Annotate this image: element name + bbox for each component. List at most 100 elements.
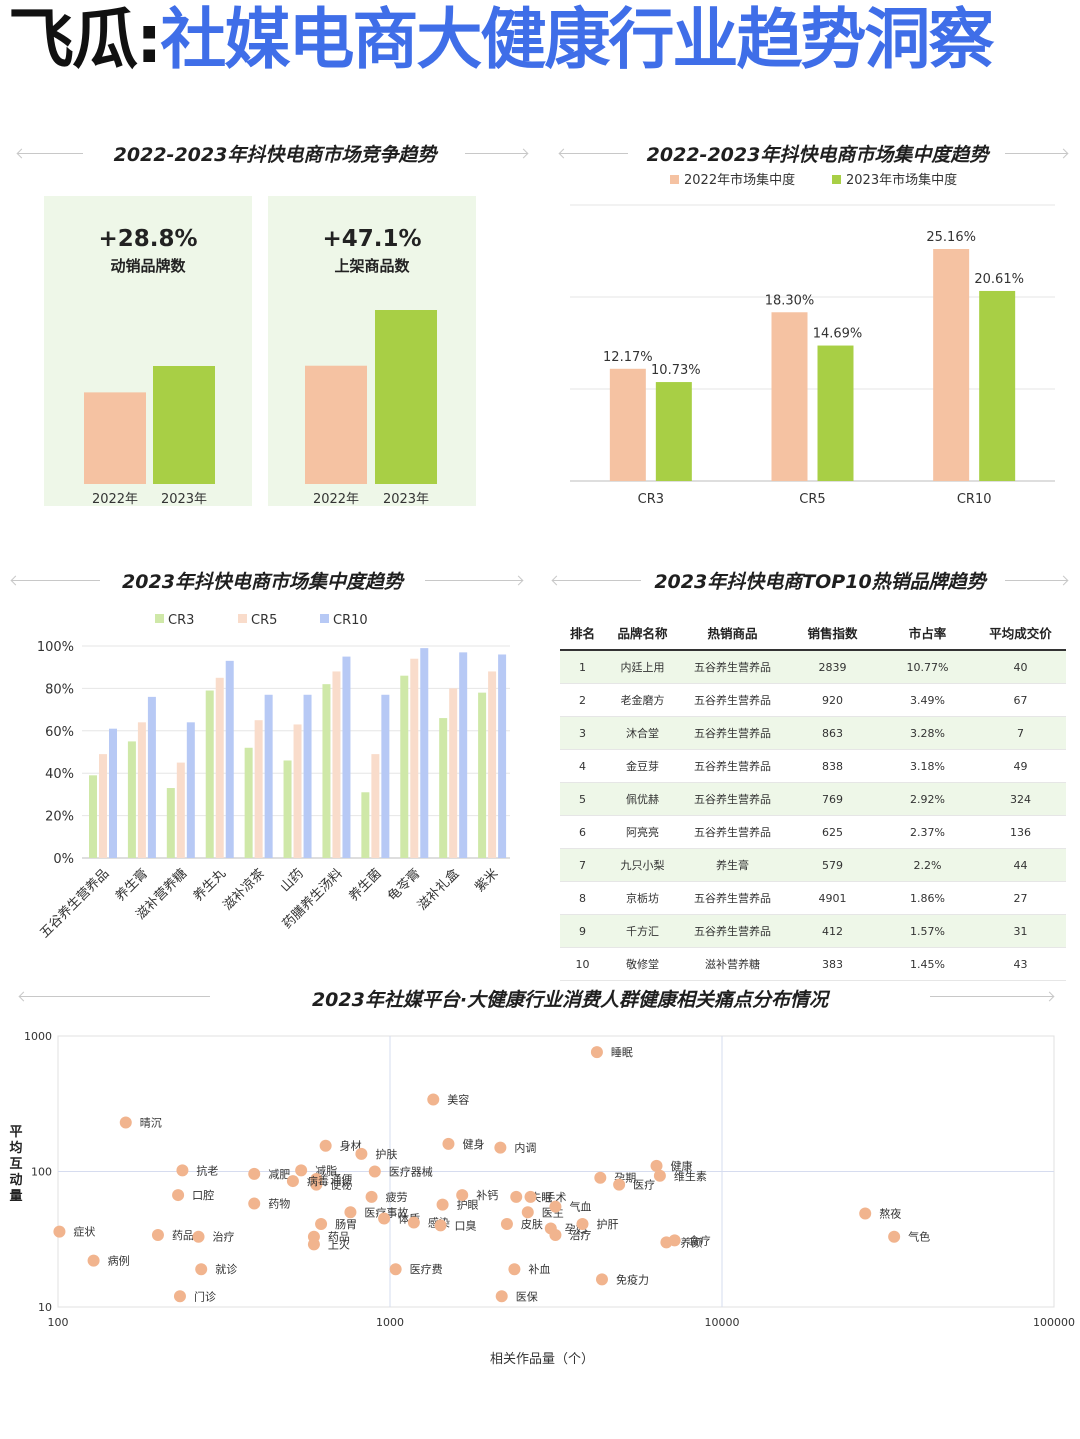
growth-metric-label: 动销品牌数: [110, 257, 186, 275]
pain-points-title: 2023年社媒平台·大健康行业消费人群健康相关痛点分布情况: [311, 989, 829, 1011]
scatter-point: [436, 1198, 449, 1211]
table-cell: 1.57%: [880, 914, 975, 948]
table-cell: 3.18%: [880, 749, 975, 783]
table-cell: 佩优赫: [605, 782, 680, 816]
table-cell: 1: [560, 650, 605, 684]
scatter-point: [365, 1190, 378, 1203]
x-tick-label: 养生菌: [346, 866, 385, 905]
scatter-point-label: 治疗: [213, 1230, 235, 1244]
y-tick-label: 1000: [24, 1030, 52, 1043]
bar-cr5: [488, 671, 497, 858]
table-cell: 京栃坊: [605, 881, 680, 915]
table-cell: 2839: [785, 650, 880, 684]
table-header-cell: 品牌名称: [605, 616, 680, 651]
scatter-point: [650, 1159, 663, 1172]
scatter-point-label: 食疗: [689, 1233, 711, 1247]
scatter-point-label: 药品: [328, 1231, 350, 1244]
legend-swatch: [320, 614, 329, 623]
scatter-point: [524, 1190, 537, 1203]
top10-title: 2023年抖快电商TOP10热销品牌趋势: [654, 571, 986, 593]
y-tick-label: 80%: [45, 682, 74, 697]
scatter-point-label: 疲劳: [386, 1190, 408, 1204]
scatter-point: [307, 1238, 320, 1251]
scatter-point-label: 病毒: [307, 1174, 329, 1188]
x-tick-label: 养生丸: [190, 866, 229, 905]
scatter-point: [295, 1164, 308, 1177]
x-tick-label: 滋补凉茶: [220, 866, 268, 914]
scatter-point-label: 减脂: [315, 1163, 337, 1177]
table-cell: 五谷养生营养品: [680, 716, 785, 750]
table-cell: 5: [560, 782, 605, 816]
section-decoration-line: [425, 580, 522, 581]
x-tick-label: CR10: [957, 492, 992, 507]
table-cell: 769: [785, 782, 880, 816]
section-decoration-line: [18, 153, 83, 154]
table-cell: 136: [975, 815, 1066, 849]
bar-cr5: [449, 688, 458, 858]
x-tick-label: 1000: [376, 1316, 404, 1329]
bar-cr10: [420, 648, 429, 858]
scatter-point-label: 免疫力: [616, 1272, 649, 1286]
bar-value-label: 18.30%: [765, 293, 815, 308]
bar-cr10-2023: [979, 290, 1016, 481]
table-row: 10 敬修堂 滋补营养糖 383 1.45% 43: [560, 947, 1066, 981]
section-decoration-line: [1005, 580, 1067, 581]
legend-label: CR5: [251, 613, 277, 628]
bar-cr10: [498, 654, 507, 858]
x-tick-label: 五谷养生营养品: [37, 866, 113, 942]
scatter-point-label: 美容: [447, 1092, 469, 1106]
bar-value-label: 12.17%: [603, 350, 653, 365]
growth-change-value: +47.1%: [322, 226, 422, 252]
x-tick-label: 山药: [278, 866, 307, 895]
bar-cr5: [137, 722, 146, 858]
table-cell: 67: [975, 683, 1066, 717]
scatter-point: [389, 1263, 402, 1276]
scatter-point: [315, 1217, 328, 1230]
scatter-point-label: 护肝: [596, 1217, 618, 1231]
table-cell: 五谷养生营养品: [680, 914, 785, 948]
table-cell: 老金磨方: [605, 683, 680, 717]
scatter-point-label: 护肤: [375, 1147, 397, 1161]
growth-chart-title: 2022-2023年抖快电商市场竞争趋势: [113, 144, 437, 166]
scatter-point: [53, 1225, 66, 1238]
bar-cr3: [361, 792, 370, 858]
table-cell: 6: [560, 815, 605, 849]
concentration-2023-chart: CR3 CR5 CR10 0% 20% 40% 60% 80% 100% 五谷养生营养品 养生膏 滋补…: [37, 613, 510, 942]
bar-cr3-2022: [609, 368, 646, 481]
bar-cr10: [264, 694, 273, 858]
growth-metric-label: 上架商品数: [334, 257, 410, 275]
growth-card-products: +47.1% 上架商品数 2022年 2023年: [268, 196, 476, 507]
table-cell: 2: [560, 683, 605, 717]
scatter-point: [195, 1263, 208, 1276]
scatter-point: [368, 1165, 381, 1178]
scatter-point-label: 门诊: [194, 1289, 216, 1303]
scatter-point: [495, 1290, 508, 1303]
x-tick-label: 100: [48, 1316, 69, 1329]
growth-change-value: +28.8%: [98, 226, 198, 252]
scatter-point: [859, 1207, 872, 1220]
growth-bar-2022: [84, 392, 146, 484]
scatter-point-label: 气血: [569, 1200, 591, 1214]
bar-value-label: 10.73%: [651, 363, 701, 378]
table-cell: 3.49%: [880, 683, 975, 717]
scatter-point: [888, 1230, 901, 1243]
table-header-cell: 市占率: [880, 616, 975, 651]
table-cell: 2.92%: [880, 782, 975, 816]
table-cell: 10: [560, 947, 605, 981]
table-cell: 43: [975, 947, 1066, 981]
table-cell: 3.28%: [880, 716, 975, 750]
table-cell: 838: [785, 749, 880, 783]
scatter-point: [594, 1171, 607, 1184]
table-cell: 五谷养生营养品: [680, 650, 785, 684]
scatter-point-label: 医疗事故: [364, 1205, 408, 1219]
scatter-point: [407, 1216, 420, 1229]
scatter-point-label: 身材: [340, 1139, 362, 1153]
table-row: 4 金豆芽 五谷养生营养品 838 3.18% 49: [560, 749, 1066, 783]
bar-cr5: [215, 677, 224, 858]
bar-value-label: 25.16%: [926, 230, 976, 245]
y-tick-label: 0%: [53, 852, 74, 867]
bar-cr10: [459, 652, 468, 858]
table-cell: 内廷上用: [605, 650, 680, 684]
scatter-point-label: 补钙: [476, 1188, 498, 1202]
bar-cr5: [371, 754, 380, 858]
